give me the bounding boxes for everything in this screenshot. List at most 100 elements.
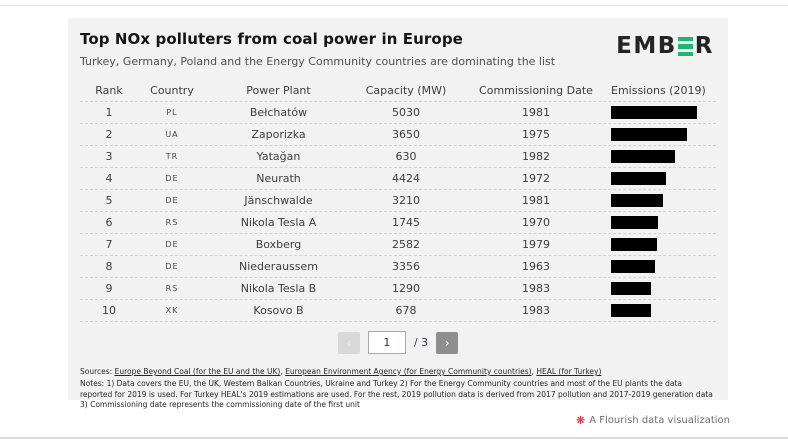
table-row: 1 PL Bełchatów 5030 1981 — [80, 101, 716, 123]
cell-capacity: 630 — [395, 150, 417, 163]
ember-logo-green-e-icon — [677, 36, 693, 57]
cell-capacity: 1745 — [392, 216, 420, 229]
card-header: Top NOx polluters from coal power in Eur… — [80, 28, 716, 78]
cell-emissions — [611, 260, 716, 273]
cell-country: RS — [165, 284, 179, 293]
cell-rank: 8 — [105, 260, 113, 273]
cell-country: DE — [165, 262, 179, 271]
cell-capacity: 2582 — [392, 238, 420, 251]
cell-power-plant: Jänschwalde — [244, 194, 313, 207]
page-total-label: / 3 — [413, 336, 429, 349]
cell-commissioning-date: 1982 — [522, 150, 550, 163]
flourish-attribution-text: A Flourish data visualization — [589, 415, 730, 426]
cell-emissions — [611, 194, 716, 207]
cell-power-plant: Neurath — [256, 172, 301, 185]
emissions-bar — [611, 106, 697, 119]
cell-power-plant: Boxberg — [255, 238, 302, 251]
cell-country: DE — [165, 240, 179, 249]
cell-country: PL — [166, 108, 178, 117]
next-page-button[interactable]: › — [436, 331, 459, 354]
cell-commissioning-date: 1983 — [522, 304, 550, 317]
emissions-bar — [611, 282, 651, 295]
notes-text: Notes: 1) Data covers the EU, the UK, We… — [80, 379, 713, 409]
cell-rank: 10 — [102, 304, 116, 317]
cell-rank: 7 — [105, 238, 113, 251]
cell-commissioning-date: 1972 — [522, 172, 550, 185]
sources-label: Sources: — [80, 367, 115, 376]
table-header-row: Rank Country Power Plant Capacity (MW) C… — [80, 80, 716, 101]
column-header-emissions: Emissions (2019) — [611, 84, 706, 97]
cell-country: RS — [165, 218, 179, 227]
prev-page-button[interactable]: ‹ — [337, 331, 360, 354]
cell-capacity: 4424 — [392, 172, 420, 185]
ember-logo[interactable]: EMB R — [616, 35, 714, 58]
visualization-card: Top NOx polluters from coal power in Eur… — [68, 18, 728, 409]
cell-emissions — [611, 238, 716, 251]
cell-rank: 2 — [105, 128, 113, 141]
data-table: Rank Country Power Plant Capacity (MW) C… — [80, 80, 716, 322]
cell-rank: 9 — [105, 282, 113, 295]
cell-capacity: 3650 — [392, 128, 420, 141]
table-header: Rank Country Power Plant Capacity (MW) C… — [80, 80, 716, 101]
emissions-bar — [611, 260, 655, 273]
cell-commissioning-date: 1981 — [522, 106, 550, 119]
table-row: 8 DE Niederaussem 3356 1963 — [80, 255, 716, 277]
cell-country: XK — [165, 306, 179, 315]
cell-rank: 6 — [105, 216, 113, 229]
emissions-bar — [611, 150, 675, 163]
cell-rank: 3 — [105, 150, 113, 163]
cell-country: DE — [165, 174, 179, 183]
cell-emissions — [611, 216, 716, 229]
cell-power-plant: Yatağan — [256, 150, 301, 163]
cell-power-plant: Nikola Tesla A — [240, 216, 317, 229]
cell-capacity: 3356 — [392, 260, 420, 273]
cell-commissioning-date: 1963 — [522, 260, 550, 273]
table-row: 6 RS Nikola Tesla A 1745 1970 — [80, 211, 716, 233]
cell-rank: 4 — [105, 172, 113, 185]
titles: Top NOx polluters from coal power in Eur… — [80, 28, 555, 78]
page-title: Top NOx polluters from coal power in Eur… — [80, 30, 463, 48]
cell-capacity: 3210 — [392, 194, 420, 207]
table-row: 2 UA Zaporizka 3650 1975 — [80, 123, 716, 145]
emissions-bar — [611, 172, 666, 185]
sources-line: Sources: Europe Beyond Coal (for the EU … — [80, 367, 716, 376]
flourish-attribution-link[interactable]: ❋ A Flourish data visualization — [576, 415, 730, 426]
source-link-heal[interactable]: HEAL (for Turkey) — [536, 367, 602, 376]
cell-emissions — [611, 304, 716, 317]
source-link-european-environment-agency[interactable]: European Environment Agency (for Energy … — [285, 367, 532, 376]
source-separator: , — [531, 367, 537, 376]
table-row: 7 DE Boxberg 2582 1979 — [80, 233, 716, 255]
pagination: ‹ / 3 › — [80, 331, 716, 354]
column-header-power-plant: Power Plant — [246, 84, 311, 97]
cell-emissions — [611, 128, 716, 141]
table-row: 10 XK Kosovo B 678 1983 — [80, 299, 716, 321]
table-row: 9 RS Nikola Tesla B 1290 1983 — [80, 277, 716, 299]
flourish-flower-icon: ❋ — [575, 414, 586, 427]
emissions-bar — [611, 304, 651, 317]
cell-power-plant: Niederaussem — [239, 260, 318, 273]
cell-commissioning-date: 1975 — [522, 128, 550, 141]
cell-rank: 5 — [105, 194, 113, 207]
cell-power-plant: Zaporizka — [251, 128, 306, 141]
cell-capacity: 1290 — [392, 282, 420, 295]
cell-capacity: 5030 — [392, 106, 420, 119]
table-body: 1 PL Bełchatów 5030 1981 2 UA Zaporizka … — [80, 101, 716, 322]
cell-capacity: 678 — [395, 304, 417, 317]
page-number-input[interactable] — [367, 331, 406, 354]
source-separator: , — [280, 367, 286, 376]
emissions-bar — [611, 128, 687, 141]
table-row: 3 TR Yatağan 630 1982 — [80, 145, 716, 167]
source-link-europe-beyond-coal[interactable]: Europe Beyond Coal (for the EU and the U… — [114, 367, 281, 376]
bottom-divider — [0, 437, 788, 439]
ember-logo-text-prefix: EMB — [616, 33, 677, 59]
cell-power-plant: Kosovo B — [253, 304, 304, 317]
cell-commissioning-date: 1981 — [522, 194, 550, 207]
page-subtitle: Turkey, Germany, Poland and the Energy C… — [80, 55, 556, 68]
cell-commissioning-date: 1970 — [522, 216, 550, 229]
emissions-bar — [611, 216, 658, 229]
table-row: 5 DE Jänschwalde 3210 1981 — [80, 189, 716, 211]
cell-commissioning-date: 1983 — [522, 282, 550, 295]
cell-emissions — [611, 172, 716, 185]
table-row: 4 DE Neurath 4424 1972 — [80, 167, 716, 189]
